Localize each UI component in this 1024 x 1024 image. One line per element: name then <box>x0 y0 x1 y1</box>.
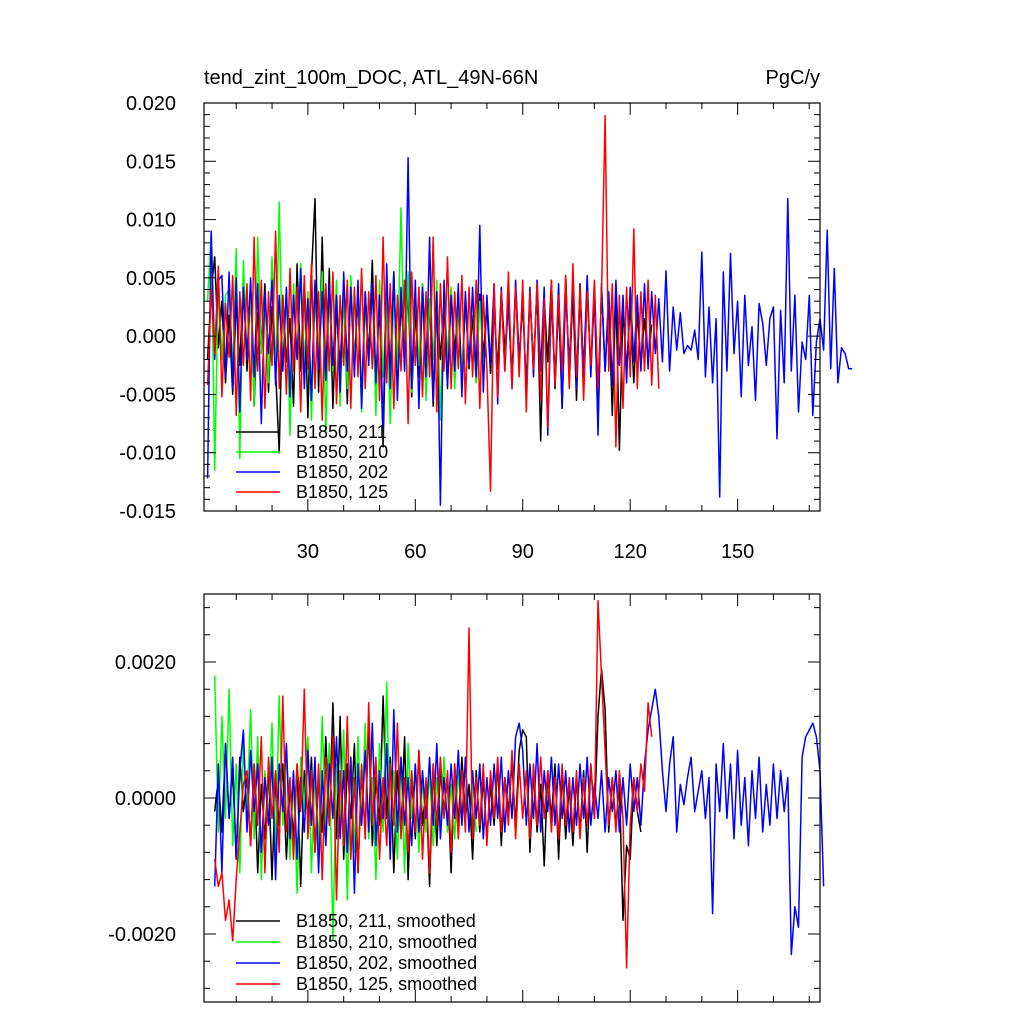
top-plot-frame <box>203 102 821 512</box>
top-chart-title: tend_zint_100m_DOC, ATL_49N-66N <box>204 67 538 89</box>
y-tick-label: -0.005 <box>119 384 176 406</box>
legend-label: B1850, 211, smoothed <box>296 911 476 931</box>
top-y-tick-labels: -0.015 -0.010 -0.005 0.000 0.005 0.010 0.015 0.… <box>119 93 176 523</box>
legend-label: B1850, 125 <box>296 482 388 502</box>
y-tick-label: 0.015 <box>126 151 176 173</box>
legend-label: B1850, 211 <box>296 422 387 442</box>
bottom-plot-frame <box>203 593 821 1003</box>
top-series-group <box>206 115 853 506</box>
x-tick-label: 90 <box>512 541 534 563</box>
top-chart-panel: tend_zint_100m_DOC, ATL_49N-66N PgC/y -0… <box>119 67 853 563</box>
x-tick-label: 60 <box>404 541 426 563</box>
y-tick-label: 0.0000 <box>115 788 176 810</box>
x-tick-label: 120 <box>613 541 646 563</box>
legend-label: B1850, 210, smoothed <box>296 932 477 952</box>
top-x-tick-labels: 30 60 90 120 150 <box>297 541 755 563</box>
legend-label: B1850, 202 <box>296 462 388 482</box>
series-line-4 <box>206 115 660 492</box>
x-tick-label: 150 <box>721 541 754 563</box>
x-tick-label: 30 <box>297 541 319 563</box>
y-tick-label: 0.0020 <box>115 652 176 674</box>
bottom-tick-marks <box>204 594 820 1002</box>
y-tick-label: 0.005 <box>126 268 176 290</box>
bottom-y-tick-labels: -0.0020 0.0000 0.0020 <box>108 652 176 946</box>
legend-label: B1850, 210 <box>296 442 388 462</box>
y-tick-label: -0.0020 <box>108 924 176 946</box>
y-tick-label: 0.010 <box>126 210 176 232</box>
y-tick-label: 0.020 <box>126 93 176 115</box>
y-tick-label: -0.010 <box>119 443 176 465</box>
series-line-3 <box>213 688 825 956</box>
legend-label: B1850, 125, smoothed <box>296 974 477 994</box>
top-chart-units: PgC/y <box>766 67 820 89</box>
series-line-4 <box>213 600 653 969</box>
y-tick-label: -0.015 <box>119 501 176 523</box>
bottom-chart-panel: -0.0020 0.0000 0.0020 B1850, 211, smoothed… <box>108 593 825 1003</box>
series-line-3 <box>206 157 853 506</box>
legend-label: B1850, 202, smoothed <box>296 953 477 973</box>
bottom-series-group <box>213 600 825 969</box>
y-tick-label: 0.000 <box>126 326 176 348</box>
